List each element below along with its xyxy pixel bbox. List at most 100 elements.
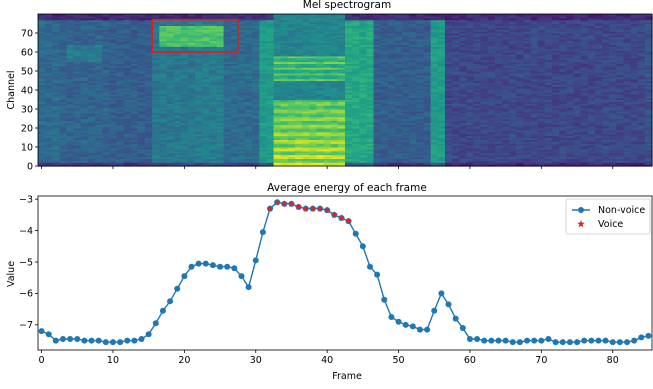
spectrogram-cell (437, 162, 446, 165)
spectrogram-cell (237, 84, 246, 87)
spectrogram-cell (287, 42, 296, 45)
spectrogram-cell (137, 112, 146, 116)
spectrogram-cell (394, 65, 403, 68)
spectrogram-cell (109, 154, 118, 158)
spectrogram-cell (116, 103, 125, 106)
spectrogram-cell (109, 57, 118, 61)
spectrogram-cell (330, 84, 339, 87)
spectrogram-cell (280, 59, 289, 63)
spectrogram-cell (52, 91, 61, 95)
spectrogram-cell (259, 19, 268, 23)
spectrogram-cell (38, 86, 46, 89)
spectrogram-cell (87, 139, 96, 142)
spectrogram-cell (187, 147, 196, 150)
spectrogram-cell (266, 52, 275, 55)
spectrogram-cell (287, 65, 296, 68)
spectrogram-cell (259, 147, 268, 150)
spectrogram-cell (387, 33, 396, 36)
spectrogram-cell (230, 109, 239, 112)
spectrogram-cell (323, 139, 332, 142)
spectrogram-cell (459, 33, 467, 36)
spectrogram-cell (66, 128, 75, 131)
spectrogram-cell (316, 84, 325, 87)
spectrogram-cell (130, 36, 139, 40)
spectrogram-cell (180, 38, 189, 42)
spectrogram-cell (409, 160, 417, 163)
spectrogram-cell (387, 107, 396, 110)
spectrogram-cell (430, 105, 439, 108)
spectrogram-cell (352, 55, 360, 59)
spectrogram-cell (195, 124, 203, 127)
spectrogram-cell (259, 57, 268, 61)
spectrogram-cell (38, 84, 46, 87)
spectrogram-cell (359, 160, 368, 163)
spectrogram-cell (130, 129, 139, 133)
spectrogram-cell (323, 57, 332, 61)
spectrogram-cell (180, 48, 189, 51)
spectrogram-cell (352, 78, 360, 82)
spectrogram-cell (373, 103, 382, 106)
spectrogram-cell (459, 141, 467, 144)
spectrogram-cell (145, 67, 153, 70)
spectrogram-cell (280, 69, 289, 72)
spectrogram-cell (252, 71, 260, 74)
spectrogram-cell (273, 150, 282, 154)
spectrogram-cell (387, 131, 396, 135)
spectrogram-cell (230, 141, 239, 144)
spectrogram-cell (130, 80, 139, 83)
spectrogram-cell (416, 93, 425, 97)
spectrogram-cell (359, 107, 368, 110)
spectrogram-cell (87, 21, 96, 25)
spectrogram-cell (202, 40, 210, 44)
spectrogram-cell (266, 101, 275, 104)
spectrogram-cell (280, 46, 289, 49)
spectrogram-cell (45, 156, 53, 159)
spectrogram-cell (452, 158, 460, 161)
spectrogram-cell (66, 52, 75, 55)
spectrogram-cell (73, 34, 82, 38)
spectrogram-cell (73, 122, 82, 125)
spectrogram-cell (187, 84, 196, 87)
spectrogram-cell (130, 139, 139, 142)
spectrogram-cell (366, 116, 375, 120)
spectrogram-cell (109, 84, 118, 87)
spectrogram-cell (80, 126, 89, 129)
spectrogram-cell (130, 147, 139, 150)
spectrogram-cell (209, 158, 218, 161)
spectrogram-cell (95, 109, 103, 112)
spectrogram-cell (223, 21, 232, 25)
spectrogram-cell (444, 71, 453, 74)
spectrogram-cell (273, 126, 282, 129)
spectrogram-cell (123, 101, 132, 104)
spectrogram-cell (273, 71, 282, 74)
spectrogram-cell (259, 71, 268, 74)
spectrogram-cell (130, 63, 139, 66)
spectrogram-cell (295, 147, 303, 150)
spectrogram-cell (466, 84, 475, 87)
spectrogram-cell (373, 23, 382, 26)
spectrogram-cell (80, 109, 89, 112)
spectrogram-cell (437, 46, 446, 49)
spectrogram-cell (130, 91, 139, 95)
spectrogram-cell (416, 82, 425, 85)
spectrogram-cell (444, 63, 453, 66)
spectrogram-cell (209, 59, 218, 63)
spectrogram-cell (87, 158, 96, 161)
spectrogram-cell (45, 95, 53, 99)
spectrogram-cell (216, 133, 225, 137)
spectrogram-cell (123, 97, 132, 101)
spectrogram-cell (423, 80, 432, 83)
spectrogram-cell (166, 71, 175, 74)
spectrogram-cell (245, 34, 253, 38)
spectrogram-cell (302, 139, 310, 142)
spectrogram-cell (394, 17, 403, 21)
spectrogram-cell (416, 78, 425, 82)
spectrogram-cell (223, 143, 232, 146)
spectrogram-cell (444, 72, 453, 76)
spectrogram-cell (437, 55, 446, 59)
spectrogram-cell (230, 91, 239, 95)
spectrogram-cell (145, 124, 153, 127)
spectrogram-cell (452, 152, 460, 156)
spectrogram-cell (423, 48, 432, 51)
spectrogram-cell (423, 133, 432, 137)
